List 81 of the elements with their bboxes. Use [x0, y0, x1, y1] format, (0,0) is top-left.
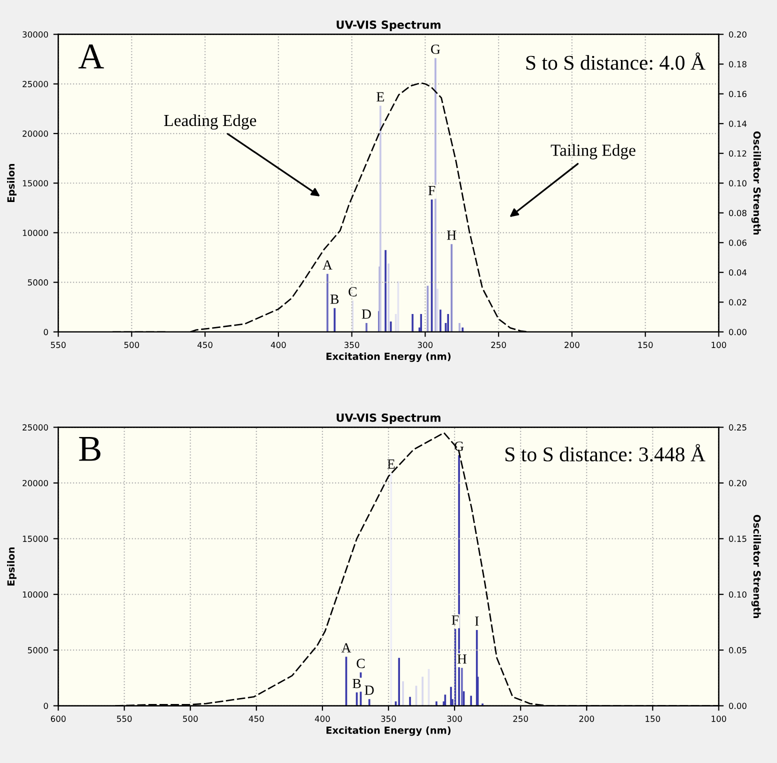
chart-title: UV-VIS Spectrum [336, 20, 440, 32]
y2-tick-label: 0.05 [728, 647, 746, 654]
y-tick-label: 5000 [28, 647, 48, 654]
annotation: Tailing Edge [550, 144, 636, 160]
y2-tick-label: 0.16 [728, 90, 746, 98]
y2-tick-label: 0.20 [728, 31, 746, 38]
data-label: A [341, 643, 352, 652]
data-label: E [387, 460, 395, 469]
y-tick-label: 20000 [22, 480, 48, 486]
data-label: B [352, 678, 361, 688]
y2-tick-label: 0.00 [728, 328, 746, 336]
x-tick-label: 450 [197, 342, 212, 348]
x-tick-label: 250 [491, 342, 506, 348]
x-axis-title: Excitation Energy (nm) [326, 352, 451, 362]
x-tick-label: 400 [270, 342, 286, 348]
x-tick-label: 150 [646, 716, 660, 722]
annotation: S to S distance: 4.0 Å [526, 52, 706, 70]
data-label: C [356, 658, 365, 668]
y2-tick-label: 0.00 [728, 702, 746, 710]
x-tick-label: 600 [50, 716, 66, 722]
x-tick-label: 150 [638, 342, 653, 348]
y-tick-label: 20000 [22, 130, 48, 137]
y-tick-label: 10000 [22, 591, 48, 598]
x-tick-label: 300 [447, 716, 462, 722]
chart-title: UV-VIS Spectrum [336, 413, 440, 424]
y2-tick-label: 0.14 [728, 120, 747, 127]
y-tick-label: 25000 [22, 424, 48, 431]
x-tick-label: 250 [513, 716, 528, 722]
y2-tick-label: 0.04 [728, 269, 747, 276]
y-tick-label: 15000 [22, 180, 48, 186]
x-tick-label: 500 [183, 716, 198, 722]
x-axis-title: Excitation Energy (nm) [326, 726, 451, 736]
y2-tick-label: 0.25 [728, 424, 746, 431]
y-tick-label: 0 [44, 702, 48, 710]
y2-tick-label: 0.10 [728, 591, 746, 598]
y-axis-title: Epsilon [7, 164, 16, 202]
data-label: H [446, 230, 456, 240]
x-tick-label: 300 [418, 342, 433, 348]
y2-tick-label: 0.06 [728, 240, 746, 246]
annotation: B [79, 437, 100, 461]
y-tick-label: 15000 [22, 536, 48, 542]
x-tick-label: 100 [712, 716, 726, 722]
x-tick-label: 350 [381, 716, 396, 722]
annotation: A [78, 44, 104, 68]
data-label: C [348, 287, 357, 296]
data-label: I [475, 616, 479, 626]
y2-tick-label: 0.18 [728, 61, 746, 68]
data-label: G [431, 44, 440, 54]
data-label: H [457, 654, 467, 664]
y2-tick-label: 0.12 [728, 150, 746, 157]
x-tick-label: 200 [564, 342, 580, 348]
annotation: S to S distance: 3.448 Å [506, 444, 706, 462]
x-tick-label: 550 [50, 342, 66, 348]
y2-tick-label: 0.02 [728, 299, 746, 306]
y-tick-label: 25000 [22, 80, 48, 88]
y2-tick-label: 0.08 [728, 210, 746, 216]
y2-tick-label: 0.15 [728, 536, 746, 542]
x-tick-label: 450 [248, 716, 264, 722]
x-tick-label: 200 [579, 716, 594, 722]
y2-tick-label: 0.10 [728, 180, 746, 186]
y-tick-label: 10000 [22, 230, 48, 236]
y-tick-label: 30000 [22, 31, 48, 38]
data-label: F [428, 186, 436, 196]
y-tick-label: 5000 [28, 279, 48, 286]
y2-axis-title: Oscillator Strength [751, 131, 761, 235]
y2-axis-title: Oscillator Strength [751, 514, 761, 618]
y-tick-label: 0 [44, 328, 48, 336]
data-label: F [452, 615, 459, 625]
data-label: B [330, 294, 339, 304]
annotation: Leading Edge [164, 114, 256, 130]
x-tick-label: 100 [712, 342, 726, 348]
x-tick-label: 500 [124, 342, 140, 348]
y-axis-title: Epsilon [7, 547, 16, 586]
data-label: D [364, 686, 374, 695]
x-tick-label: 350 [344, 342, 360, 348]
data-label: D [362, 310, 371, 319]
y2-tick-label: 0.20 [728, 480, 746, 486]
x-tick-label: 550 [117, 716, 132, 722]
data-label: E [376, 92, 384, 102]
data-label: A [322, 260, 332, 270]
x-tick-label: 400 [314, 716, 330, 722]
